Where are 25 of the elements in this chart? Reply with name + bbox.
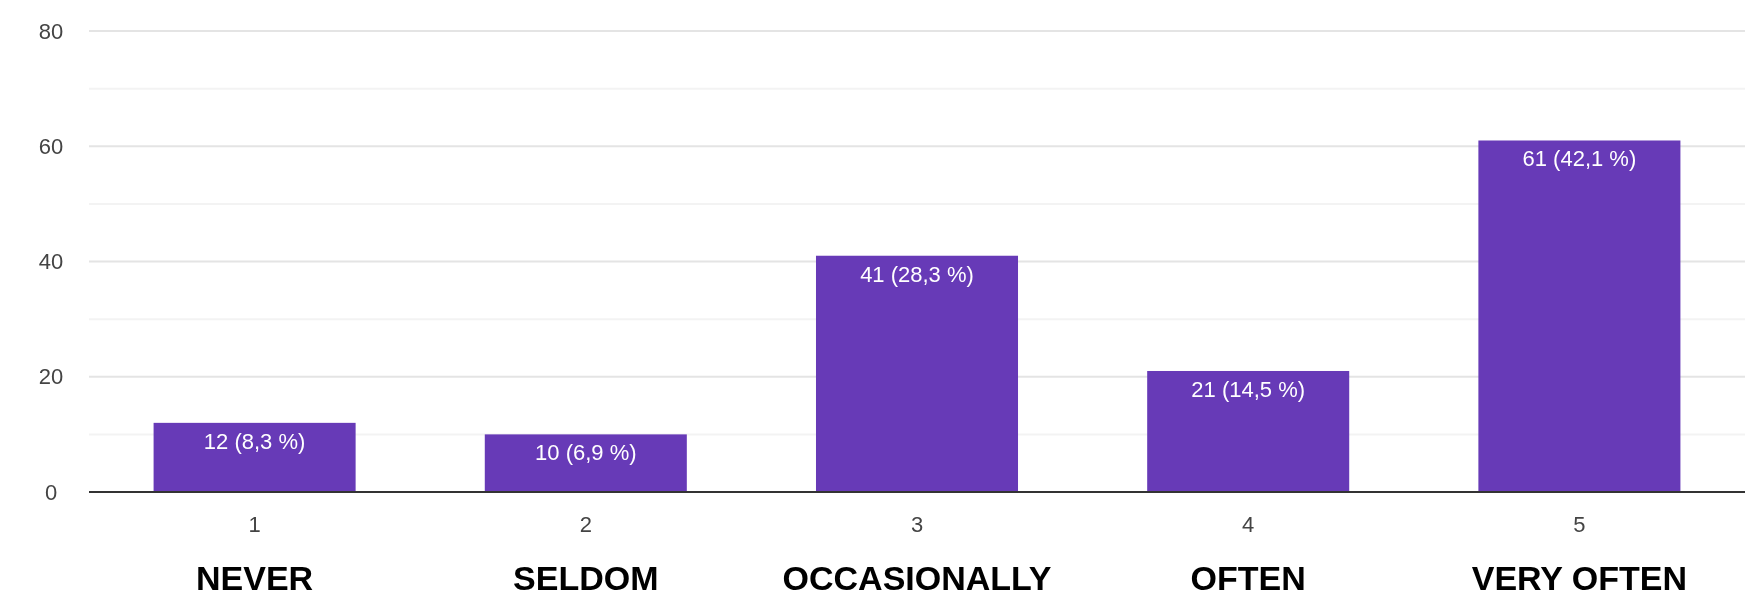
x-tick-label: 4	[1242, 512, 1255, 537]
y-tick-label: 0	[44, 479, 58, 505]
text: OCCASIONALLY	[782, 559, 1052, 597]
x-tick-label: 1	[248, 512, 261, 537]
bar	[815, 255, 1019, 492]
text: OFTEN	[1190, 559, 1306, 597]
y-tick-label: 80	[38, 18, 64, 44]
bar	[153, 422, 356, 492]
x-tick-label: 5	[1573, 512, 1586, 537]
x-tick-label: 3	[910, 512, 924, 537]
text: VERY OFTEN	[1471, 559, 1688, 597]
data-label: 21 (14,5 %)	[1191, 376, 1306, 402]
x-tick-label: 2	[579, 512, 592, 537]
data-label: 61 (42,1 %)	[1522, 146, 1637, 172]
data-label: 10 (6,9 %)	[535, 440, 637, 466]
text: SELDOM	[513, 559, 659, 597]
data-label: 41 (28,3 %)	[860, 261, 974, 287]
data-label: 12 (8,3 %)	[203, 428, 306, 454]
text: NEVER	[196, 559, 314, 597]
bar	[484, 434, 687, 492]
y-tick-label: 40	[38, 249, 64, 275]
bar	[1478, 140, 1681, 492]
y-tick-label: 60	[38, 133, 64, 159]
bar	[1147, 370, 1350, 492]
y-tick-label: 20	[38, 364, 64, 390]
